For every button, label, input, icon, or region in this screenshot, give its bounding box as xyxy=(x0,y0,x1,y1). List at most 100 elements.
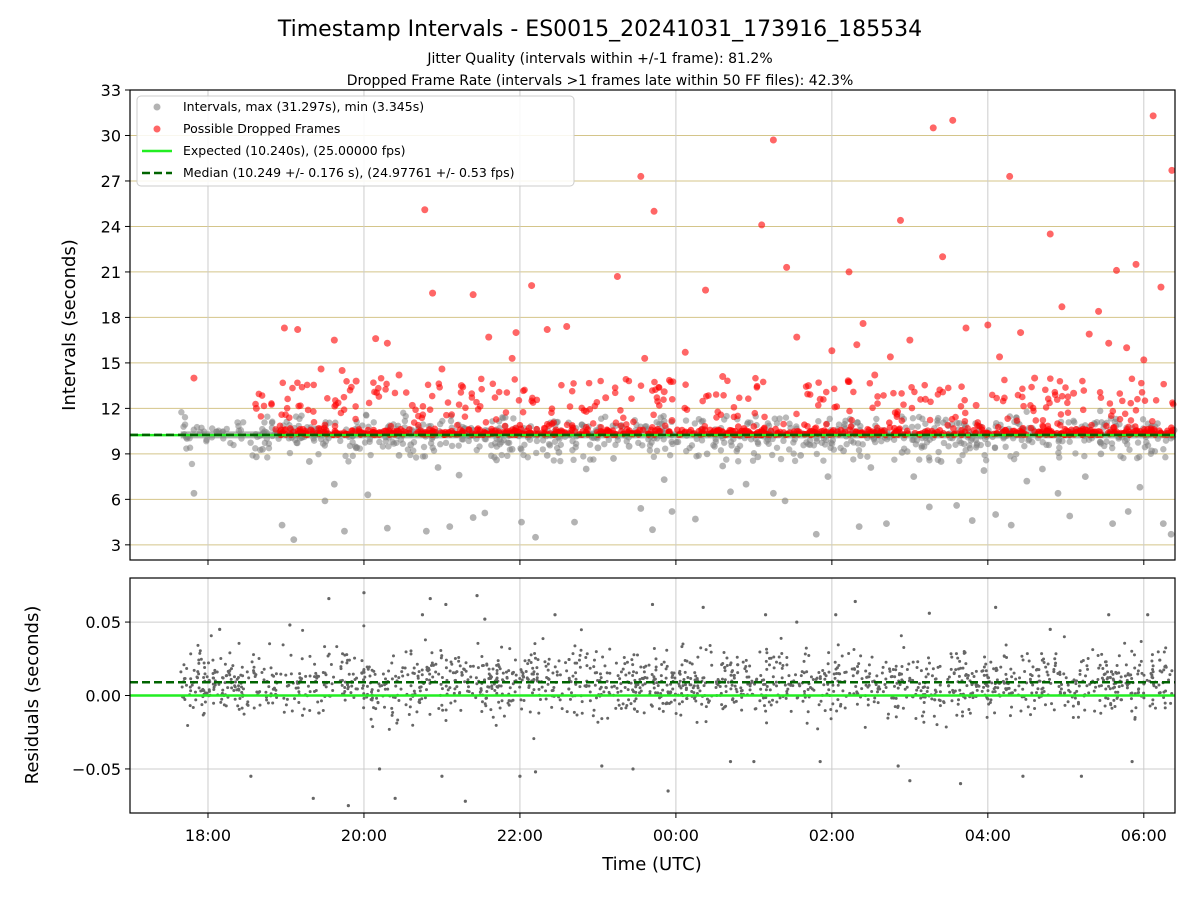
residual-point xyxy=(692,691,696,695)
residual-point xyxy=(1130,691,1134,695)
residual-point xyxy=(623,662,627,666)
dropped-point xyxy=(1141,397,1149,405)
residual-outlier-4 xyxy=(327,596,331,601)
residual-point xyxy=(365,684,369,688)
residual-point xyxy=(1019,709,1023,713)
residual-point xyxy=(250,660,254,664)
residual-point xyxy=(933,677,937,681)
residual-point xyxy=(369,717,373,721)
residual-outlier-34 xyxy=(958,782,963,786)
dropped-point xyxy=(936,427,944,434)
interval-point xyxy=(181,421,189,428)
residual-point xyxy=(836,698,840,702)
dropped-point xyxy=(482,419,490,426)
interval-point-41 xyxy=(769,489,777,497)
residual-point xyxy=(507,669,511,673)
interval-point xyxy=(379,443,387,450)
residual-point xyxy=(237,684,241,688)
residual-point xyxy=(1150,675,1154,679)
residual-point xyxy=(228,651,232,655)
interval-point xyxy=(854,419,861,426)
dropped-point xyxy=(455,401,463,408)
residual-point xyxy=(381,672,385,676)
residual-point xyxy=(247,676,251,680)
interval-point-60 xyxy=(1039,465,1046,473)
residual-point xyxy=(780,651,784,655)
residual-point xyxy=(514,673,518,677)
interval-point xyxy=(956,457,963,465)
dropped-point-64 xyxy=(1095,307,1103,315)
residual-point xyxy=(612,684,616,688)
residual-point xyxy=(552,686,556,690)
dropped-point xyxy=(428,392,436,400)
residual-point xyxy=(564,661,568,665)
interval-point-42 xyxy=(781,497,789,505)
interval-point xyxy=(370,419,377,426)
residual-point xyxy=(990,681,994,685)
residual-point xyxy=(970,672,974,676)
residual-point xyxy=(340,660,344,664)
dropped-point-36 xyxy=(769,136,777,144)
interval-point-33 xyxy=(660,476,668,484)
residual-point xyxy=(567,687,571,691)
interval-point xyxy=(342,452,349,460)
dropped-point xyxy=(593,398,601,406)
residual-point xyxy=(1167,678,1171,682)
interval-point-45 xyxy=(824,473,832,481)
interval-point xyxy=(269,418,276,425)
interval-point xyxy=(646,447,654,454)
dropped-point xyxy=(820,427,828,434)
interval-point xyxy=(265,444,273,452)
residual-point xyxy=(705,697,709,701)
interval-point xyxy=(749,457,757,464)
dropped-point xyxy=(701,422,709,430)
residual-point xyxy=(682,677,686,681)
time-x-tick-label-6: 06:00 xyxy=(1121,826,1167,845)
dropped-point xyxy=(334,399,342,407)
residual-point xyxy=(185,666,189,670)
residual-point xyxy=(558,698,562,702)
dropped-point xyxy=(1079,406,1087,414)
interval-point-31 xyxy=(637,505,645,512)
interval-point xyxy=(504,452,511,460)
residual-point xyxy=(986,689,990,693)
residual-point xyxy=(777,655,781,659)
residual-point xyxy=(617,703,621,707)
residual-point xyxy=(984,662,988,666)
residual-point xyxy=(871,680,875,684)
residual-point xyxy=(889,675,893,679)
residual-point xyxy=(423,696,427,700)
dropped-point-6 xyxy=(338,366,346,374)
residual-point xyxy=(390,661,394,665)
residual-point xyxy=(567,676,571,680)
residual-point xyxy=(621,667,625,671)
residual-point xyxy=(623,685,627,689)
residual-point xyxy=(807,653,811,657)
dropped-point xyxy=(352,415,359,423)
residual-point xyxy=(962,650,966,654)
interval-point xyxy=(843,441,850,448)
residual-point xyxy=(905,685,909,689)
dropped-point xyxy=(303,381,311,389)
residual-point xyxy=(537,687,541,691)
interval-point xyxy=(252,445,259,452)
residual-point xyxy=(1052,708,1056,712)
residual-point xyxy=(403,666,407,670)
residual-point xyxy=(902,646,906,650)
residual-outlier-39 xyxy=(1107,613,1111,617)
residual-point xyxy=(1004,687,1008,691)
residual-point xyxy=(202,661,206,665)
dropped-point-20 xyxy=(528,282,536,290)
interval-point-59 xyxy=(1023,477,1031,485)
residual-point xyxy=(1044,665,1048,669)
residual-point xyxy=(1074,682,1078,686)
residual-point xyxy=(916,686,920,690)
interval-point xyxy=(815,418,822,425)
interval-point xyxy=(1141,443,1149,451)
residual-point xyxy=(373,672,377,676)
interval-point xyxy=(918,442,926,450)
residual-point xyxy=(1072,678,1076,682)
residual-point xyxy=(1108,676,1112,680)
residual-point xyxy=(1111,677,1115,681)
interval-point xyxy=(420,443,428,451)
